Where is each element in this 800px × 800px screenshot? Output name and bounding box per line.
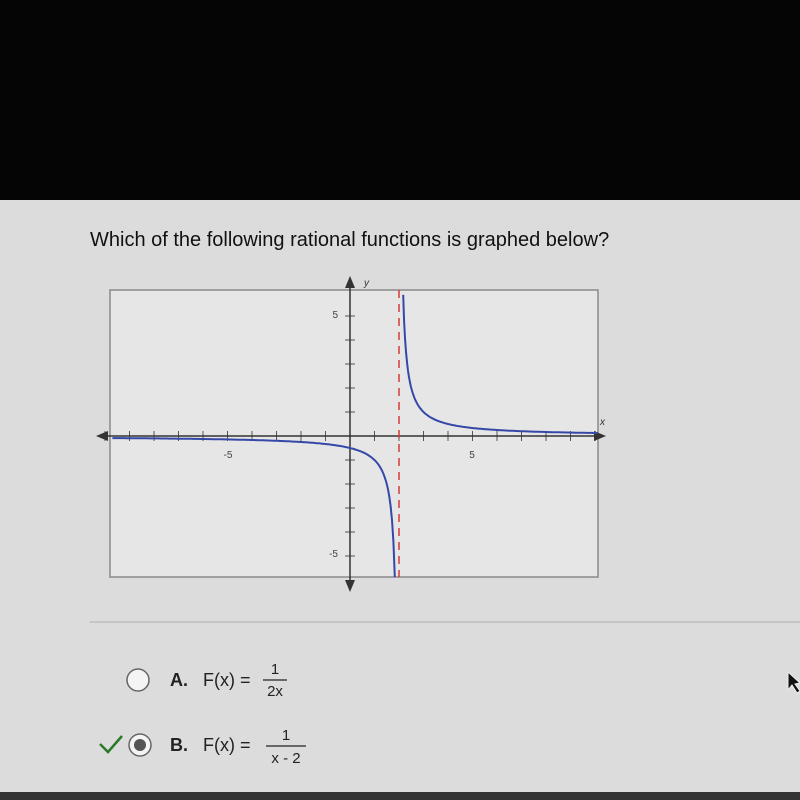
numerator: 1 (282, 727, 290, 744)
y-tick-label: 5 (332, 310, 338, 321)
y-arrow-down (345, 580, 355, 592)
numerator: 1 (271, 661, 279, 678)
radio-dot (134, 739, 146, 751)
graph: x y -5 5 5 -5 (96, 276, 606, 592)
mouse-cursor (787, 670, 800, 694)
option-function: F(x) = (203, 670, 251, 690)
curve (402, 294, 598, 434)
graph-frame (109, 289, 599, 578)
option-letter: A. (170, 670, 188, 690)
dark-band (0, 0, 800, 200)
option-letter: B. (170, 735, 188, 755)
radio-button[interactable] (126, 668, 150, 692)
y-axis-label: y (363, 278, 370, 289)
question-text: Which of the following rational function… (90, 229, 609, 251)
x-tick-label: -5 (224, 450, 233, 461)
option-function: F(x) = (203, 735, 251, 755)
denominator: 2x (267, 683, 283, 700)
y-tick-label: -5 (329, 549, 338, 560)
denominator: x - 2 (271, 750, 300, 767)
option-a[interactable]: A. F(x) = 1 2x (126, 661, 287, 700)
x-axis-label: x (599, 417, 606, 428)
bottom-band (0, 792, 800, 800)
curve (112, 437, 396, 578)
x-tick-label: 5 (469, 450, 475, 461)
x-arrow-left (96, 431, 108, 441)
option-b[interactable]: B. F(x) = 1 x - 2 (99, 727, 306, 767)
y-arrow-up (345, 276, 355, 288)
checkmark (99, 735, 123, 754)
